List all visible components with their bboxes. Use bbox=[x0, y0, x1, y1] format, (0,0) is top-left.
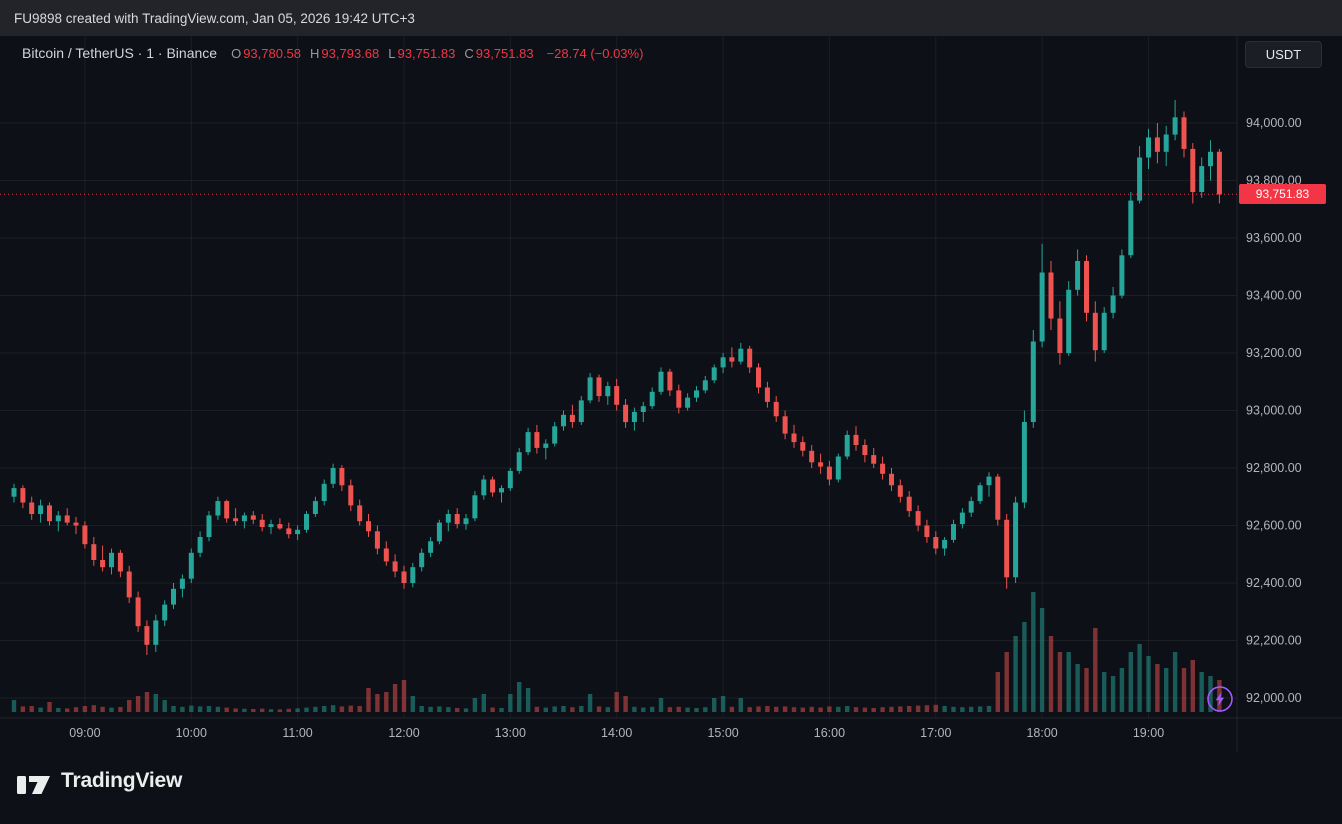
low-value: 93,751.83 bbox=[397, 45, 456, 61]
currency-toggle-button[interactable]: USDT bbox=[1245, 41, 1322, 68]
change-value: −28.74 (−0.03%) bbox=[546, 45, 644, 61]
candles bbox=[11, 100, 1222, 655]
svg-text:15:00: 15:00 bbox=[707, 726, 738, 740]
open-value: 93,780.58 bbox=[243, 45, 302, 61]
close-value: 93,751.83 bbox=[475, 45, 534, 61]
svg-text:13:00: 13:00 bbox=[495, 726, 526, 740]
attribution-text: FU9898 created with TradingView.com, Jan… bbox=[14, 10, 415, 26]
svg-text:18:00: 18:00 bbox=[1026, 726, 1057, 740]
boost-button[interactable] bbox=[1206, 685, 1234, 713]
tradingview-logo-icon bbox=[17, 776, 50, 794]
svg-text:14:00: 14:00 bbox=[601, 726, 632, 740]
svg-text:93,400.00: 93,400.00 bbox=[1246, 289, 1302, 303]
svg-text:19:00: 19:00 bbox=[1133, 726, 1164, 740]
svg-text:92,000.00: 92,000.00 bbox=[1246, 691, 1302, 705]
svg-text:93,800.00: 93,800.00 bbox=[1246, 174, 1302, 188]
svg-text:92,800.00: 92,800.00 bbox=[1246, 461, 1302, 475]
close-label: C bbox=[464, 45, 474, 61]
high-label: H bbox=[310, 45, 320, 61]
last-price-label: 93,751.83 bbox=[1239, 184, 1326, 205]
svg-text:93,600.00: 93,600.00 bbox=[1246, 231, 1302, 245]
grid-lines bbox=[0, 36, 1237, 718]
tradingview-logo-text: TradingView bbox=[61, 769, 183, 792]
lightning-icon bbox=[1207, 686, 1233, 712]
low-pair: L 93,751.83 bbox=[388, 46, 455, 61]
time-axis[interactable]: 09:00 10:00 11:00 12:00 13:00 14:00 15:00 16:00… bbox=[69, 726, 1164, 740]
svg-text:93,200.00: 93,200.00 bbox=[1246, 346, 1302, 360]
price-axis[interactable]: 94,000.00 93,800.00 93,600.00 93,400.00 93,2… bbox=[1246, 116, 1302, 705]
tradingview-logo[interactable]: TradingView bbox=[16, 767, 182, 795]
svg-text:10:00: 10:00 bbox=[176, 726, 207, 740]
svg-text:93,000.00: 93,000.00 bbox=[1246, 404, 1302, 418]
symbol-title[interactable]: Bitcoin / TetherUS · 1 · Binance bbox=[22, 45, 218, 61]
symbol-info-bar: Bitcoin / TetherUS · 1 · Binance O 93,78… bbox=[22, 45, 643, 61]
svg-text:12:00: 12:00 bbox=[388, 726, 419, 740]
open-pair: O 93,780.58 bbox=[231, 46, 301, 61]
svg-text:94,000.00: 94,000.00 bbox=[1246, 116, 1302, 130]
low-label: L bbox=[388, 45, 396, 61]
volume-bars bbox=[11, 592, 1222, 712]
high-pair: H 93,793.68 bbox=[310, 46, 379, 61]
svg-text:92,600.00: 92,600.00 bbox=[1246, 519, 1302, 533]
svg-text:11:00: 11:00 bbox=[282, 726, 312, 740]
svg-text:92,400.00: 92,400.00 bbox=[1246, 576, 1302, 590]
svg-text:17:00: 17:00 bbox=[920, 726, 951, 740]
attribution-bar: FU9898 created with TradingView.com, Jan… bbox=[0, 0, 1342, 36]
close-pair: C 93,751.83 bbox=[464, 46, 533, 61]
open-label: O bbox=[231, 45, 242, 61]
svg-text:16:00: 16:00 bbox=[814, 726, 845, 740]
svg-text:09:00: 09:00 bbox=[69, 726, 100, 740]
svg-text:92,200.00: 92,200.00 bbox=[1246, 634, 1302, 648]
high-value: 93,793.68 bbox=[321, 45, 380, 61]
